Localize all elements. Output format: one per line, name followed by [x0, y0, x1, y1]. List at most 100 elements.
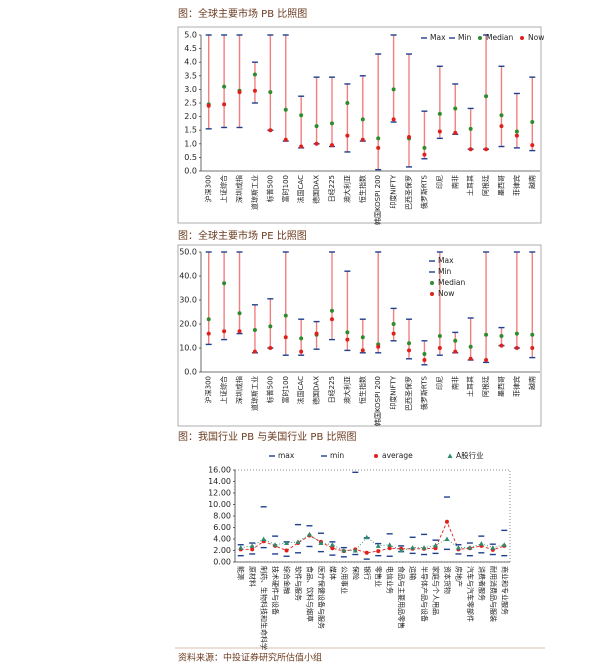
y-tick-label: 4.00 — [213, 535, 231, 544]
x-tick-label: 墨西哥 — [497, 175, 505, 196]
point — [514, 133, 519, 138]
point — [295, 539, 301, 544]
point — [478, 541, 484, 546]
point — [299, 349, 304, 354]
x-tick-label: 日经225 — [327, 376, 336, 403]
point — [252, 349, 257, 354]
point — [391, 117, 396, 122]
legend-marker — [374, 454, 378, 458]
point — [306, 531, 312, 537]
point — [407, 348, 412, 353]
legend-label: Min — [458, 33, 472, 42]
x-tick-label: 沪深300 — [204, 376, 213, 403]
point — [407, 341, 412, 346]
x-tick-label: 制药、生物科技和生命科学 — [260, 566, 269, 650]
series-line — [240, 533, 505, 551]
point — [499, 343, 504, 348]
point — [252, 72, 257, 77]
point — [329, 143, 334, 148]
y-tick-label: 2.5 — [184, 99, 197, 108]
point — [284, 548, 289, 553]
point — [375, 543, 381, 548]
x-tick-label: 深圳成指 — [235, 175, 244, 203]
point — [250, 547, 255, 552]
point — [422, 352, 427, 356]
y-tick-label: 12.00 — [208, 489, 231, 498]
x-tick-label: 能源 — [237, 566, 246, 580]
point — [329, 542, 335, 547]
x-tick-label: 墨西哥 — [497, 376, 505, 397]
point — [484, 94, 489, 99]
point — [314, 141, 319, 146]
point — [514, 346, 519, 350]
point — [391, 331, 396, 336]
y-tick-label: 16.00 — [208, 466, 231, 475]
x-tick-label: 富时100 — [281, 376, 290, 403]
point — [268, 324, 273, 329]
point — [376, 549, 381, 554]
point — [345, 330, 350, 335]
point — [360, 137, 365, 142]
point — [490, 545, 496, 550]
point — [283, 313, 288, 318]
y-tick-label: 50.0 — [179, 248, 197, 257]
point — [237, 311, 242, 316]
point — [422, 145, 427, 150]
x-tick-label: 韩国KOSPI 200 — [373, 175, 382, 225]
point — [530, 120, 535, 125]
point — [222, 281, 227, 286]
x-tick-label: 韩国KOSPI 200 — [373, 376, 382, 426]
point — [283, 137, 288, 142]
point — [467, 545, 473, 550]
y-tick-label: 1.5 — [184, 126, 197, 135]
y-tick-label: 20.0 — [179, 320, 197, 329]
x-tick-label: 印尼 — [436, 376, 444, 390]
y-tick-label: 6.00 — [213, 523, 231, 532]
point — [329, 308, 334, 313]
x-tick-label: 公用事业 — [340, 566, 349, 594]
point — [206, 103, 211, 108]
x-tick-label: 恒生指数 — [358, 175, 367, 203]
x-tick-label: 南非 — [450, 376, 459, 390]
point — [206, 331, 211, 336]
x-tick-label: 道琼斯工业 — [250, 175, 259, 210]
point — [352, 548, 358, 553]
y-tick-label: 3.5 — [184, 71, 197, 80]
point — [360, 335, 365, 340]
point — [530, 143, 535, 148]
x-tick-label: 菲律宾 — [512, 175, 521, 196]
x-tick-label: 技术硬件与设备 — [271, 566, 280, 615]
x-tick-label: 巴西圣保罗 — [404, 175, 413, 210]
x-tick-label: 原材料 — [248, 566, 257, 587]
x-tick-label: 深圳成指 — [235, 376, 244, 404]
point — [345, 133, 350, 138]
x-tick-label: 法国CAC — [296, 376, 305, 405]
y-tick-label: 8.00 — [213, 512, 231, 521]
legend-marker — [478, 36, 482, 40]
point — [360, 117, 365, 122]
point — [444, 519, 449, 524]
y-tick-label: 10.0 — [179, 344, 197, 353]
point — [422, 152, 427, 157]
point — [222, 84, 227, 89]
x-tick-label: 医疗保健设备与服务 — [317, 566, 326, 629]
y-tick-label: 4.0 — [184, 58, 197, 67]
chart-frame — [177, 244, 542, 427]
x-tick-label: 零售业 — [374, 566, 383, 587]
point — [314, 331, 319, 336]
x-tick-label: 媒体 — [328, 566, 337, 580]
point — [329, 317, 334, 322]
x-tick-label: 俄罗斯RTS — [419, 174, 428, 209]
x-tick-label: 印度NIFTY — [389, 375, 398, 409]
legend-marker — [430, 292, 434, 296]
x-tick-label: 房地产 — [454, 566, 463, 587]
point — [453, 130, 458, 135]
point — [468, 147, 473, 152]
point — [345, 101, 350, 105]
x-tick-label: 阿根廷 — [481, 376, 490, 397]
point — [453, 106, 458, 111]
y-tick-label: 14.00 — [208, 477, 231, 486]
point — [468, 344, 473, 349]
y-tick-label: 2.00 — [213, 546, 231, 555]
